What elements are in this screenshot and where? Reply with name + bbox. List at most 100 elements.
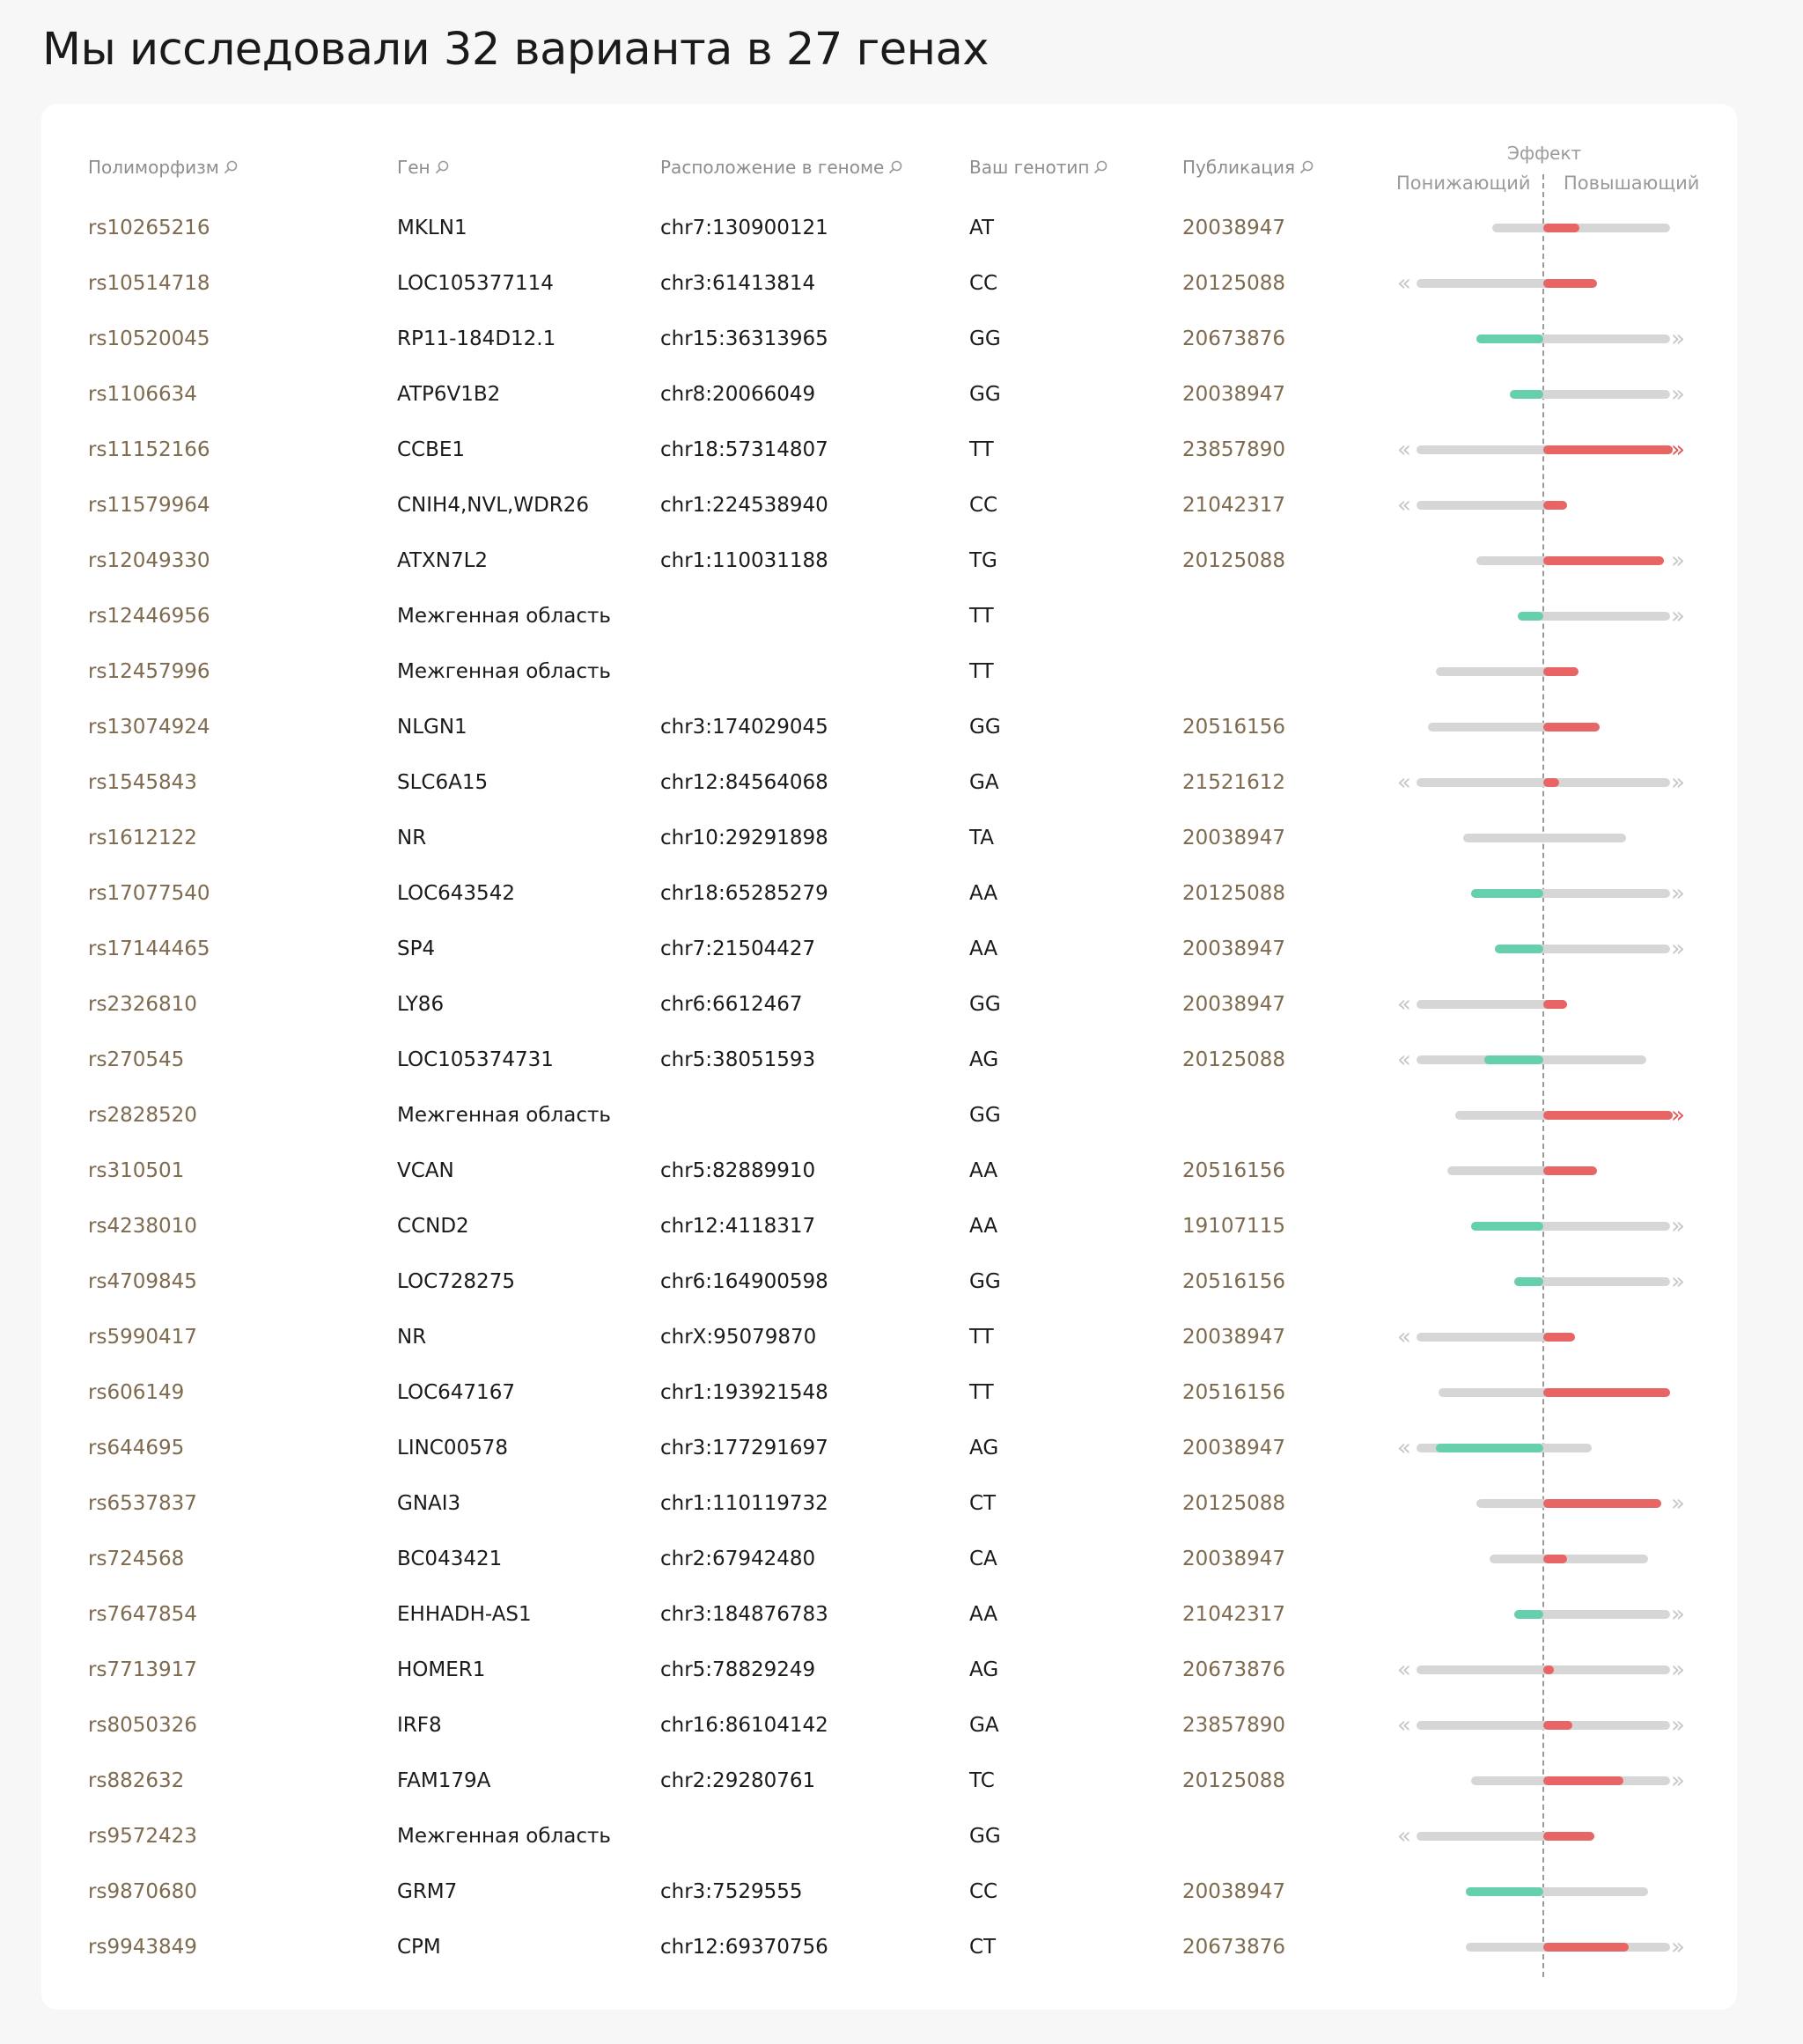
- publication-link[interactable]: 21042317: [1182, 494, 1286, 517]
- polymorphism-link[interactable]: rs12446956: [88, 605, 210, 628]
- polymorphism-link[interactable]: rs7713917: [88, 1658, 197, 1681]
- publication-link[interactable]: 20038947: [1182, 993, 1286, 1016]
- location-cell: chr6:6612467: [660, 993, 803, 1016]
- publication-link[interactable]: 20125088: [1182, 272, 1286, 295]
- search-icon[interactable]: [223, 159, 239, 175]
- search-icon[interactable]: [1093, 159, 1108, 175]
- table-row: rs5990417 NR chrX:95079870 TT 20038947 «: [0, 1310, 1803, 1365]
- header-publication[interactable]: Публикация: [1182, 157, 1314, 178]
- polymorphism-link[interactable]: rs4238010: [88, 1215, 197, 1238]
- publication-link[interactable]: 20038947: [1182, 217, 1286, 239]
- polymorphism-link[interactable]: rs1612122: [88, 827, 197, 849]
- header-polymorphism[interactable]: Полиморфизм: [88, 157, 239, 178]
- polymorphism-link[interactable]: rs5990417: [88, 1326, 197, 1349]
- effect-increase-bar: [1543, 224, 1580, 232]
- polymorphism-link[interactable]: rs882632: [88, 1769, 185, 1792]
- effect-increase-bar: [1543, 1499, 1661, 1508]
- polymorphism-link[interactable]: rs644695: [88, 1437, 185, 1459]
- polymorphism-link[interactable]: rs13074924: [88, 716, 210, 739]
- publication-link[interactable]: 23857890: [1182, 438, 1286, 461]
- polymorphism-link[interactable]: rs9870680: [88, 1880, 197, 1903]
- gene-cell: NLGN1: [397, 716, 467, 739]
- publication-link[interactable]: 20125088: [1182, 1769, 1286, 1792]
- publication-link[interactable]: 20516156: [1182, 1381, 1286, 1404]
- location-cell: chr2:67942480: [660, 1548, 816, 1570]
- publication-link[interactable]: 20673876: [1182, 1658, 1286, 1681]
- publication-link[interactable]: 20516156: [1182, 1159, 1286, 1182]
- polymorphism-link[interactable]: rs270545: [88, 1048, 185, 1071]
- chevron-double-left-icon: «: [1397, 437, 1411, 463]
- polymorphism-link[interactable]: rs17077540: [88, 882, 210, 905]
- polymorphism-link[interactable]: rs10520045: [88, 327, 210, 350]
- search-icon[interactable]: [1299, 159, 1314, 175]
- table-row: rs644695 LINC00578 chr3:177291697 AG 2003894…: [0, 1421, 1803, 1476]
- polymorphism-link[interactable]: rs724568: [88, 1548, 185, 1570]
- genotype-cell: CC: [969, 1880, 998, 1903]
- publication-link[interactable]: 21042317: [1182, 1603, 1286, 1626]
- publication-link[interactable]: 20125088: [1182, 882, 1286, 905]
- chevron-double-right-icon: »: [1671, 1768, 1685, 1794]
- polymorphism-link[interactable]: rs12457996: [88, 660, 210, 683]
- header-polymorphism-label: Полиморфизм: [88, 157, 219, 178]
- chevron-double-right-icon: »: [1671, 880, 1685, 907]
- publication-link[interactable]: 21521612: [1182, 771, 1286, 794]
- chevron-double-right-icon: »: [1671, 1657, 1685, 1683]
- polymorphism-link[interactable]: rs9572423: [88, 1825, 197, 1848]
- polymorphism-link[interactable]: rs12049330: [88, 549, 210, 572]
- effect-decrease-bar: [1436, 1444, 1543, 1452]
- publication-link[interactable]: 20038947: [1182, 1437, 1286, 1459]
- publication-link[interactable]: 20673876: [1182, 1936, 1286, 1959]
- genotype-cell: CT: [969, 1492, 997, 1515]
- genotype-cell: GA: [969, 1714, 999, 1737]
- polymorphism-link[interactable]: rs9943849: [88, 1936, 197, 1959]
- publication-link[interactable]: 19107115: [1182, 1215, 1286, 1238]
- polymorphism-link[interactable]: rs2828520: [88, 1104, 197, 1127]
- chevron-double-right-icon: »: [1671, 1934, 1685, 1960]
- polymorphism-link[interactable]: rs10265216: [88, 217, 210, 239]
- polymorphism-link[interactable]: rs11579964: [88, 494, 210, 517]
- gene-cell: LOC643542: [397, 882, 515, 905]
- publication-link[interactable]: 20038947: [1182, 1326, 1286, 1349]
- effect-range-bar: [1416, 1665, 1671, 1674]
- gene-cell: CCND2: [397, 1215, 469, 1238]
- effect-increase-bar: [1543, 445, 1674, 454]
- effect-increase-bar: [1543, 1000, 1568, 1009]
- polymorphism-link[interactable]: rs17144465: [88, 937, 210, 960]
- polymorphism-link[interactable]: rs606149: [88, 1381, 185, 1404]
- publication-link[interactable]: 20125088: [1182, 549, 1286, 572]
- publication-link[interactable]: 20038947: [1182, 1548, 1286, 1570]
- publication-link[interactable]: 20038947: [1182, 827, 1286, 849]
- publication-link[interactable]: 20038947: [1182, 1880, 1286, 1903]
- polymorphism-link[interactable]: rs1545843: [88, 771, 197, 794]
- polymorphism-link[interactable]: rs10514718: [88, 272, 210, 295]
- publication-link[interactable]: 20516156: [1182, 716, 1286, 739]
- publication-link[interactable]: 23857890: [1182, 1714, 1286, 1737]
- search-icon[interactable]: [434, 159, 450, 175]
- polymorphism-link[interactable]: rs2326810: [88, 993, 197, 1016]
- genotype-cell: AA: [969, 937, 998, 960]
- polymorphism-link[interactable]: rs11152166: [88, 438, 210, 461]
- effect-increase-bar: [1543, 1721, 1573, 1730]
- header-gene[interactable]: Ген: [397, 157, 450, 178]
- table-row: rs11579964 CNIH4,NVL,WDR26 chr1:224538940 C…: [0, 478, 1803, 533]
- polymorphism-link[interactable]: rs6537837: [88, 1492, 197, 1515]
- polymorphism-link[interactable]: rs8050326: [88, 1714, 197, 1737]
- publication-link[interactable]: 20038947: [1182, 383, 1286, 406]
- publication-link[interactable]: 20125088: [1182, 1492, 1286, 1515]
- search-icon[interactable]: [887, 159, 903, 175]
- publication-link[interactable]: 20038947: [1182, 937, 1286, 960]
- effect-increase-bar: [1543, 778, 1560, 787]
- polymorphism-link[interactable]: rs7647854: [88, 1603, 197, 1626]
- publication-link[interactable]: 20516156: [1182, 1270, 1286, 1293]
- polymorphism-link[interactable]: rs310501: [88, 1159, 185, 1182]
- header-genotype[interactable]: Ваш генотип: [969, 157, 1108, 178]
- polymorphism-link[interactable]: rs4709845: [88, 1270, 197, 1293]
- publication-link[interactable]: 20125088: [1182, 1048, 1286, 1071]
- chevron-double-left-icon: «: [1397, 769, 1411, 796]
- publication-link[interactable]: 20673876: [1182, 327, 1286, 350]
- effect-decrease-bar: [1465, 1887, 1543, 1896]
- header-location[interactable]: Расположение в геноме: [660, 157, 903, 178]
- gene-cell: LOC647167: [397, 1381, 515, 1404]
- polymorphism-link[interactable]: rs1106634: [88, 383, 197, 406]
- table-row: rs9943849 CPM chr12:69370756 CT 20673876 »: [0, 1920, 1803, 1975]
